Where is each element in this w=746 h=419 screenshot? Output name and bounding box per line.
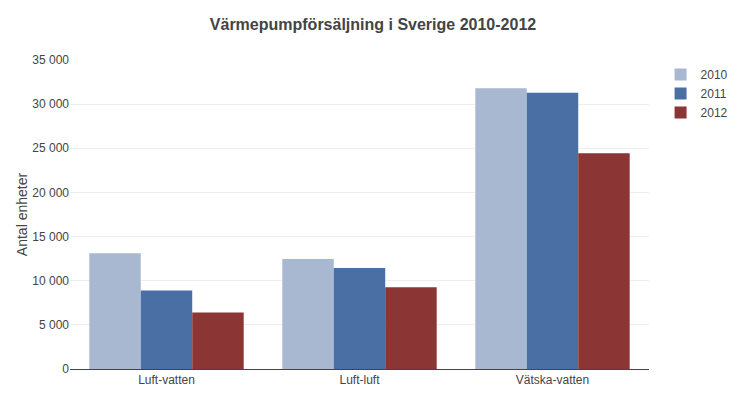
svg-text:Antal enheter: Antal enheter xyxy=(14,173,30,257)
svg-text:25 000: 25 000 xyxy=(32,141,69,155)
svg-text:2011: 2011 xyxy=(701,87,727,101)
svg-text:Värmepumpförsäljning i Sverige: Värmepumpförsäljning i Sverige 2010-2012 xyxy=(210,16,536,33)
svg-text:2012: 2012 xyxy=(701,106,728,120)
svg-text:Luft-vatten: Luft-vatten xyxy=(138,373,195,387)
svg-text:2010: 2010 xyxy=(701,68,728,82)
svg-text:20 000: 20 000 xyxy=(32,186,69,200)
svg-text:30 000: 30 000 xyxy=(32,97,69,111)
svg-text:Luft-luft: Luft-luft xyxy=(339,373,380,387)
svg-text:10 000: 10 000 xyxy=(32,274,69,288)
svg-text:15 000: 15 000 xyxy=(32,230,69,244)
svg-text:Vätska-vatten: Vätska-vatten xyxy=(516,373,589,387)
svg-text:0: 0 xyxy=(62,362,69,376)
svg-text:5 000: 5 000 xyxy=(39,318,69,332)
svg-text:35 000: 35 000 xyxy=(32,53,69,67)
